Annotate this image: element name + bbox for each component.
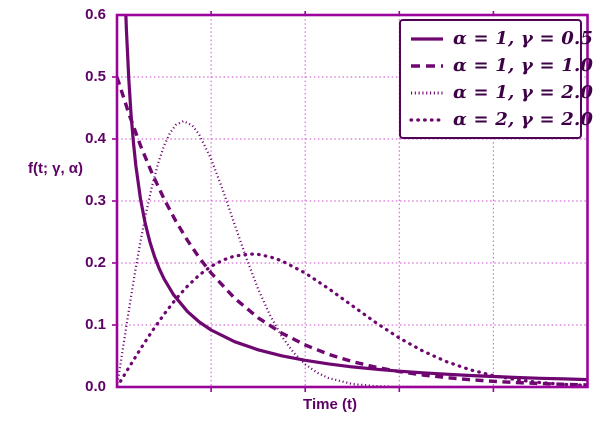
x-axis-title: Time (t) [303, 396, 357, 413]
curve-dashdot [116, 252, 589, 387]
legend-row: α = 1, γ = 2.0 [409, 80, 593, 106]
curve-solid [124, 15, 588, 382]
curve-dotted [116, 120, 588, 387]
legend-row: α = 1, γ = 1.0 [409, 53, 593, 79]
y-tick-label: 0.2 [85, 254, 106, 271]
y-tick-label: 0.5 [85, 68, 106, 85]
legend-label: α = 1, γ = 0.5 [453, 28, 594, 49]
legend-row: α = 2, γ = 2.0 [409, 107, 593, 133]
legend-line-sample-dashdot [409, 117, 445, 122]
y-tick-label: 0.0 [85, 378, 106, 395]
legend-label: α = 1, γ = 2.0 [453, 82, 594, 103]
legend-row: α = 1, γ = 0.5 [409, 26, 593, 52]
y-tick-label: 0.1 [85, 316, 106, 333]
legend-line-sample-dotted [411, 91, 443, 94]
curve-dashed [116, 76, 588, 387]
y-tick-label: 0.6 [85, 6, 106, 23]
legend: α = 1, γ = 0.5 α = 1, γ = 1.0 α = 1, γ =… [399, 19, 593, 139]
legend-label: α = 2, γ = 2.0 [453, 109, 594, 130]
y-tick-label: 0.3 [85, 192, 106, 209]
legend-label: α = 1, γ = 1.0 [453, 55, 594, 76]
legend-line-sample-dashed [411, 63, 443, 68]
plot-border [115, 13, 589, 389]
y-axis-title: f(t; γ, α) [27, 160, 84, 177]
legend-line-sample-solid [411, 36, 443, 41]
y-tick-label: 0.4 [85, 130, 106, 147]
